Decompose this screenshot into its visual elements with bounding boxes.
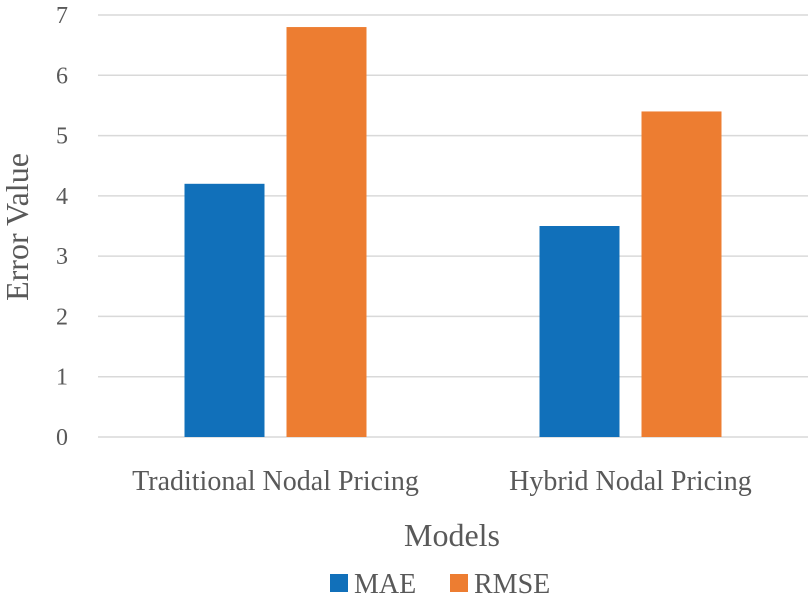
x-axis-categories: Traditional Nodal Pricing Hybrid Nodal P… — [132, 466, 752, 497]
legend-label-mae: MAE — [354, 569, 416, 600]
y-tick-label: 0 — [56, 425, 68, 451]
y-axis-ticks: 0 1 2 3 4 5 6 7 — [56, 3, 68, 451]
x-axis-title: Models — [404, 517, 500, 553]
bar-rmse-0 — [286, 27, 367, 438]
bar-rmse-1 — [641, 111, 722, 437]
y-tick-label: 2 — [56, 304, 68, 330]
y-tick-label: 5 — [56, 124, 68, 150]
legend-label-rmse: RMSE — [474, 569, 550, 600]
y-tick-label: 1 — [56, 365, 68, 391]
y-tick-label: 6 — [56, 63, 68, 89]
y-tick-label: 7 — [56, 3, 68, 29]
bar-mae-1 — [539, 226, 620, 437]
category-label: Traditional Nodal Pricing — [132, 466, 419, 497]
bar-mae-0 — [184, 183, 265, 437]
legend-swatch-rmse — [450, 574, 468, 592]
y-tick-label: 4 — [56, 184, 68, 210]
category-label: Hybrid Nodal Pricing — [509, 466, 752, 497]
bars — [184, 27, 722, 438]
y-axis-title: Error Value — [0, 153, 35, 301]
y-tick-label: 3 — [56, 244, 68, 270]
legend-swatch-mae — [330, 574, 348, 592]
legend: MAE RMSE — [330, 569, 550, 600]
